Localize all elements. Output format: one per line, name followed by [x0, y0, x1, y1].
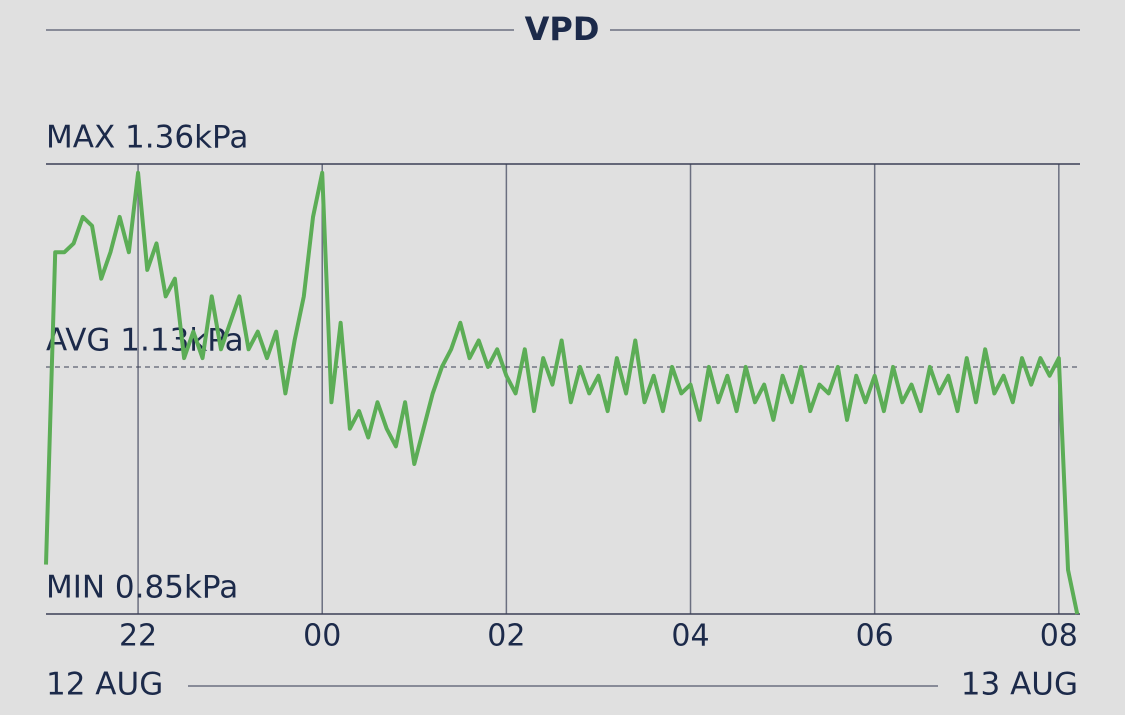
end-date: 13 AUG	[961, 667, 1078, 703]
x-tick-label: 06	[856, 619, 894, 654]
data-line	[44, 170, 1080, 615]
x-tick-label: 02	[487, 619, 525, 654]
y-tick-label: AVG 1.13kPa	[46, 322, 244, 358]
y-tick-label: MAX 1.36kPa	[46, 120, 248, 156]
x-tick-label: 00	[303, 619, 341, 654]
x-tick-label: 04	[671, 619, 709, 654]
x-tick-label: 08	[1040, 619, 1078, 654]
start-date: 12 AUG	[46, 667, 163, 703]
y-tick-label: MIN 0.85kPa	[46, 570, 238, 606]
x-tick-label: 22	[119, 619, 157, 654]
chart-title: VPD	[525, 10, 600, 48]
